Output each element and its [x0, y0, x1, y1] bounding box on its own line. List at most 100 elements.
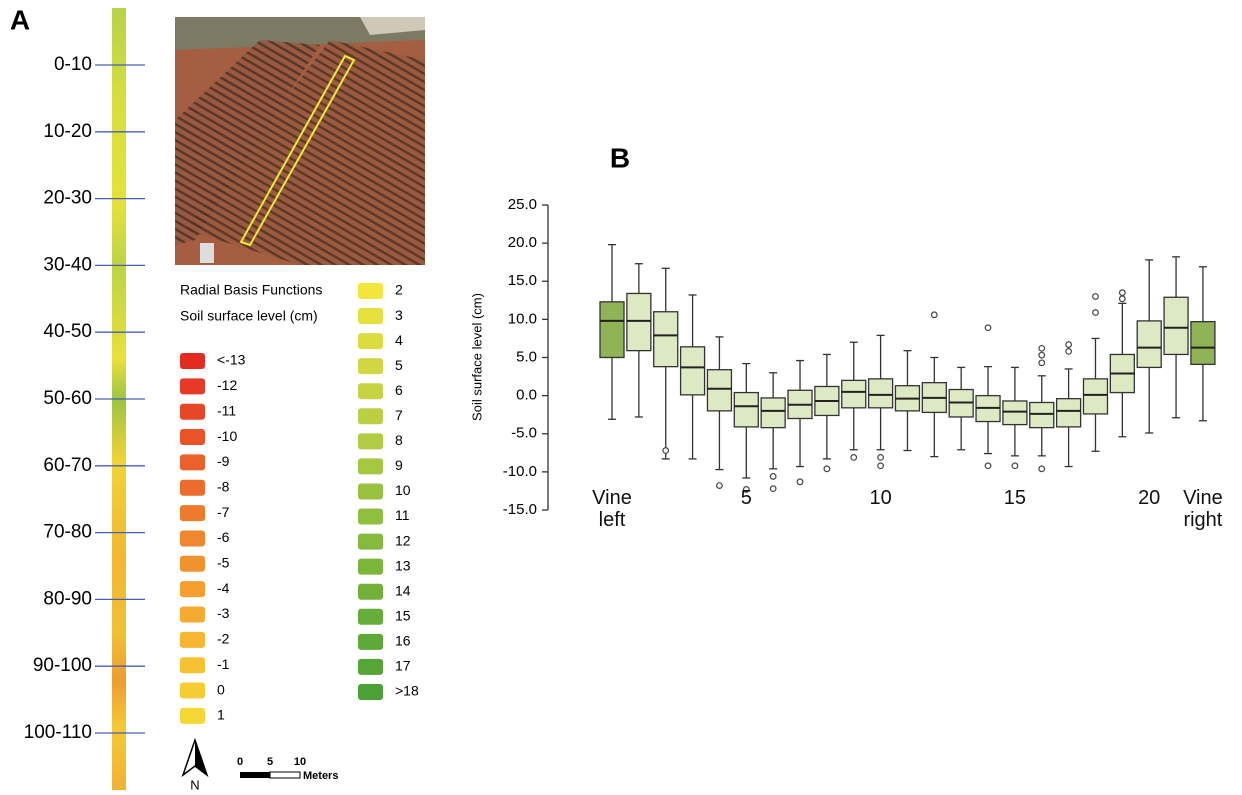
- legend-swatch: [180, 403, 205, 420]
- strip-label: 0-10: [54, 54, 92, 75]
- panel-label: B: [610, 142, 630, 173]
- legend-swatch: [180, 353, 205, 369]
- box: [1163, 296, 1189, 356]
- y-tick-label: 20.0: [508, 234, 537, 251]
- box: [1029, 401, 1055, 429]
- outlier: [662, 447, 670, 454]
- x-tick-label: Vine right: [1183, 487, 1223, 531]
- legend-swatch: [358, 433, 383, 450]
- outlier: [1011, 462, 1019, 470]
- strip-label: 90-100: [33, 655, 92, 676]
- x-tick-label: 20: [1138, 487, 1161, 509]
- box: [1082, 378, 1109, 415]
- legend-swatch: [358, 333, 383, 350]
- box: [841, 379, 867, 409]
- legend-swatch: [180, 530, 205, 547]
- legend-subtitle: Soil surface level (cm): [180, 308, 318, 324]
- legend-label: 13: [395, 557, 411, 573]
- outlier: [1065, 348, 1073, 355]
- legend-label: -12: [217, 377, 237, 393]
- legend-swatch: [180, 454, 205, 471]
- north-arrow: [181, 737, 209, 778]
- legend-swatch: [358, 358, 383, 375]
- legend-swatch: [180, 581, 205, 598]
- legend-swatch: [180, 505, 205, 522]
- outlier: [877, 462, 884, 470]
- x-tick-label: Vine left: [592, 487, 632, 531]
- y-tick-label: -10.0: [503, 463, 537, 480]
- box: [1136, 320, 1162, 369]
- legend-label: >18: [395, 683, 419, 699]
- legend-label: -7: [217, 504, 230, 520]
- box: [1055, 398, 1082, 428]
- legend-label: 16: [395, 633, 411, 649]
- outlier: [716, 482, 723, 490]
- legend-swatch: [358, 608, 383, 625]
- strip-label: 20-30: [43, 188, 92, 209]
- legend-label: 2: [395, 282, 403, 298]
- legend-label: -9: [217, 453, 230, 469]
- outlier: [850, 453, 858, 461]
- x-tick-label: 5: [740, 487, 752, 509]
- legend-swatch: [358, 308, 383, 325]
- legend-label: -1: [217, 656, 230, 672]
- outlier: [1092, 293, 1099, 300]
- strip-label: 50-60: [43, 388, 92, 409]
- legend-label: -11: [217, 402, 236, 418]
- legend-label: -6: [217, 529, 230, 545]
- legend-label: 7: [395, 407, 403, 423]
- legend-label: 12: [395, 532, 411, 548]
- strip-label: 70-80: [43, 522, 92, 543]
- outlier: [796, 478, 804, 486]
- y-tick-label: 10.0: [508, 310, 537, 327]
- outlier: [823, 465, 831, 473]
- legend-swatch: [358, 283, 383, 299]
- legend-label: 3: [395, 307, 403, 323]
- legend-label: <-13: [217, 352, 246, 368]
- box: [679, 346, 706, 396]
- legend-swatch: [358, 558, 383, 575]
- box: [1002, 400, 1028, 426]
- strip-label: 100-110: [24, 722, 92, 743]
- legend-label: -5: [217, 555, 230, 571]
- box: [626, 292, 652, 352]
- outlier: [769, 473, 777, 480]
- legend-label: 9: [395, 457, 403, 473]
- legend-swatch: [180, 378, 205, 395]
- north-label: N: [190, 777, 199, 792]
- x-tick-label: 15: [1003, 487, 1027, 509]
- strip-label: 80-90: [43, 588, 92, 609]
- legend-swatch: [180, 657, 205, 674]
- legend-swatch: [180, 707, 205, 724]
- legend-swatch: [358, 383, 383, 400]
- outlier: [769, 485, 777, 493]
- outlier: [930, 311, 938, 319]
- scale-bar: [240, 771, 301, 779]
- box: [706, 369, 733, 412]
- legend-swatch: [180, 631, 205, 648]
- scale-unit: Meters: [303, 770, 338, 782]
- outlier: [1038, 359, 1046, 367]
- box: [599, 301, 625, 359]
- box: [867, 378, 894, 409]
- box: [653, 311, 679, 368]
- legend-label: 5: [395, 357, 403, 373]
- y-tick-label: -5.0: [511, 425, 537, 442]
- outlier: [742, 486, 750, 493]
- legend-swatch: [358, 683, 383, 700]
- legend-label: -3: [217, 605, 230, 621]
- legend-label: 14: [395, 582, 411, 598]
- legend-label: 0: [217, 681, 225, 697]
- outlier: [1118, 289, 1126, 297]
- legend-label: 4: [395, 332, 403, 348]
- scale-label: 10: [294, 756, 306, 768]
- scale-label: 0: [237, 756, 243, 768]
- legend-label: 10: [395, 482, 411, 498]
- y-tick-label: 25.0: [508, 196, 537, 213]
- legend-swatch: [180, 555, 205, 572]
- outlier: [984, 462, 992, 470]
- strip-label: 30-40: [43, 254, 92, 275]
- box: [733, 391, 759, 428]
